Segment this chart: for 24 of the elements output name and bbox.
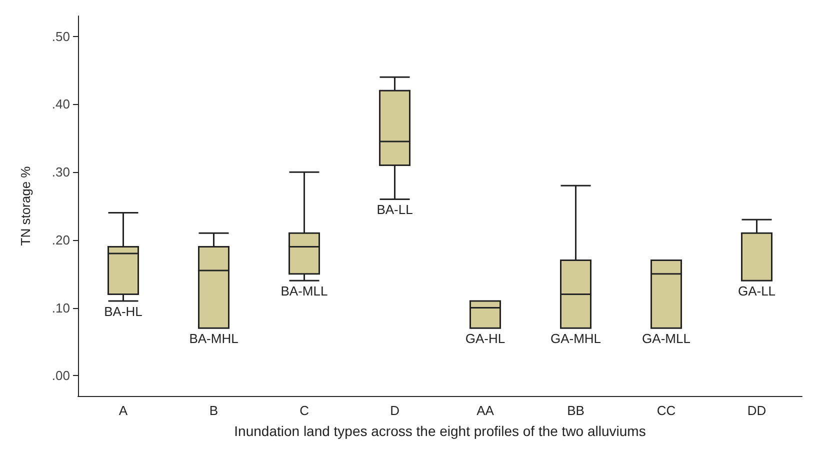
annotation: GA-LL [738, 284, 776, 299]
x-tick-label: AA [476, 403, 494, 418]
x-tick-label: BB [567, 403, 584, 418]
x-tick-label: DD [747, 403, 766, 418]
y-tick-label: .00 [52, 368, 70, 384]
x-tick-label: CC [656, 403, 676, 418]
annotation: BA-HL [104, 304, 142, 319]
x-tick-label: C [300, 403, 309, 418]
y-axis-title: TN storage % [18, 166, 33, 246]
y-tick-label: .10 [52, 300, 70, 316]
x-tick-label: D [390, 403, 400, 418]
annotation: GA-HL [465, 331, 506, 346]
annotation: BA-LL [376, 202, 413, 218]
annotation: BA-MLL [280, 284, 328, 299]
x-tick-label: A [118, 403, 128, 418]
y-tick-label: .50 [52, 28, 70, 44]
y-tick-label: .40 [52, 96, 70, 112]
y-tick-label: .20 [52, 232, 70, 248]
x-tick-label: B [209, 403, 218, 418]
x-axis-title: Inundation land types across the eight profiles of the two alluviums [234, 423, 646, 439]
annotation: BA-MHL [189, 331, 238, 346]
y-tick-label: .30 [52, 164, 70, 180]
annotation: GA-MLL [642, 331, 690, 346]
annotation: GA-MHL [550, 331, 602, 346]
